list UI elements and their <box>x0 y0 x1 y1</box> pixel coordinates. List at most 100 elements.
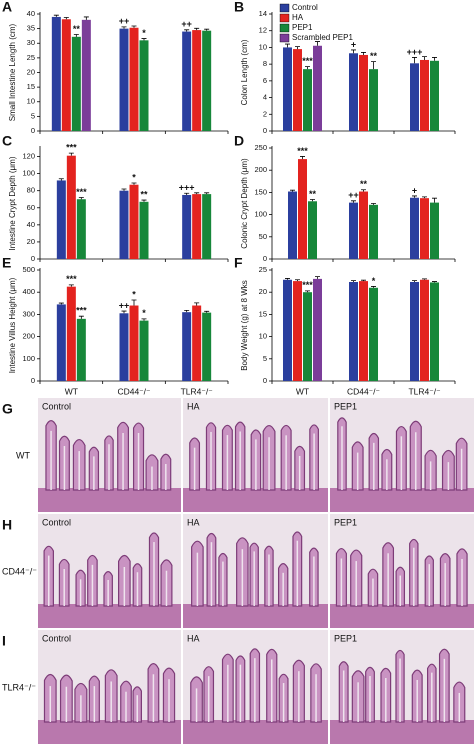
bar <box>420 198 429 259</box>
bar <box>66 155 76 259</box>
y-tick-label: 50 <box>259 232 267 241</box>
error-bar <box>295 46 300 50</box>
error-bar <box>351 49 356 54</box>
bar <box>129 305 139 381</box>
error-bar <box>310 199 315 202</box>
error-bar <box>305 290 310 293</box>
bar <box>293 281 302 381</box>
x-tick-label: TLR4⁻/⁻ <box>181 386 214 396</box>
y-axis-label: Colon Length (cm) <box>240 39 249 105</box>
y-tick-label: 14 <box>259 9 267 18</box>
bar <box>308 201 317 259</box>
tissue-base <box>183 488 328 512</box>
panel-letter: G <box>2 401 13 417</box>
bar <box>283 279 292 381</box>
y-tick-label: 25 <box>27 53 35 62</box>
bar <box>192 305 202 381</box>
significance-mark: *** <box>66 142 77 152</box>
y-axis-label: Small Intestine Length (cm) <box>8 23 17 121</box>
y-tick-label: 300 <box>22 309 35 318</box>
tissue-base <box>330 720 474 744</box>
bar <box>359 54 368 132</box>
tissue-base <box>330 604 474 628</box>
panel-letter: I <box>2 633 6 649</box>
tissue-base <box>183 604 328 628</box>
legend-swatch <box>279 3 290 13</box>
error-bar <box>422 196 427 199</box>
bar <box>313 278 322 381</box>
y-axis-label: Intestine Crypt Depth (μm) <box>8 156 17 250</box>
row-label: TLR4⁻/⁻ <box>2 682 36 692</box>
error-bar <box>141 38 147 41</box>
image-label: HA <box>187 633 200 643</box>
bar <box>182 194 192 259</box>
error-bar <box>131 25 137 28</box>
micrograph: HA <box>183 398 328 512</box>
error-bar <box>315 276 320 279</box>
error-bar <box>371 61 376 70</box>
image-label: PEP1 <box>334 633 357 643</box>
y-tick-label: 10 <box>259 42 267 51</box>
error-bar <box>285 43 290 48</box>
bar <box>139 40 149 132</box>
y-tick-label: 15 <box>27 82 35 91</box>
bar <box>349 202 358 259</box>
error-bar <box>121 310 127 314</box>
bar <box>359 191 368 259</box>
bar <box>410 197 419 259</box>
error-bar <box>78 197 84 200</box>
error-bar <box>361 52 366 55</box>
error-bar <box>204 28 210 31</box>
bar <box>430 60 439 131</box>
legend-label: HA <box>292 13 304 22</box>
significance-mark: ** <box>360 179 368 189</box>
image-label: PEP1 <box>334 517 357 527</box>
bar <box>420 279 429 381</box>
y-tick-label: 80 <box>27 186 35 195</box>
bar <box>182 312 192 381</box>
bar <box>369 69 378 131</box>
error-bar <box>68 152 74 156</box>
legend-label: Scrambled PEP1 <box>292 33 353 42</box>
y-tick-label: 0 <box>31 376 35 385</box>
bar <box>129 184 139 259</box>
y-tick-label: 40 <box>27 220 35 229</box>
error-bar <box>53 14 59 17</box>
significance-mark: *** <box>66 274 77 284</box>
x-tick-label: CD44⁻/⁻ <box>117 386 151 396</box>
error-bar <box>422 278 427 280</box>
y-tick-label: 500 <box>22 265 35 274</box>
bar <box>430 282 439 381</box>
bar <box>71 36 81 131</box>
error-bar <box>73 34 79 37</box>
significance-mark: + <box>412 185 417 195</box>
bar <box>283 47 292 131</box>
bar <box>369 204 378 259</box>
bar <box>119 313 129 381</box>
error-bar <box>121 26 127 29</box>
legend-swatch <box>279 23 290 33</box>
y-tick-label: 2 <box>263 109 267 118</box>
tissue-base <box>330 488 474 512</box>
y-tick-label: 4 <box>263 93 267 102</box>
y-tick-label: 120 <box>22 152 35 161</box>
error-bar <box>194 302 200 306</box>
error-bar <box>141 318 147 321</box>
error-bar <box>351 280 356 282</box>
error-bar <box>305 66 310 70</box>
y-tick-label: 0 <box>263 254 267 263</box>
error-bar <box>131 182 137 185</box>
panel-letter: C <box>2 133 12 149</box>
y-tick-label: 5 <box>263 354 267 363</box>
error-bar <box>68 284 74 287</box>
error-bar <box>58 178 64 181</box>
bar <box>119 28 129 131</box>
panel-letter: D <box>234 133 244 149</box>
y-tick-label: 200 <box>22 332 35 341</box>
y-tick-label: 10 <box>259 332 267 341</box>
error-bar <box>412 280 417 282</box>
error-bar <box>131 299 137 306</box>
bar <box>288 191 297 259</box>
error-bar <box>285 278 290 280</box>
bar <box>192 30 202 131</box>
